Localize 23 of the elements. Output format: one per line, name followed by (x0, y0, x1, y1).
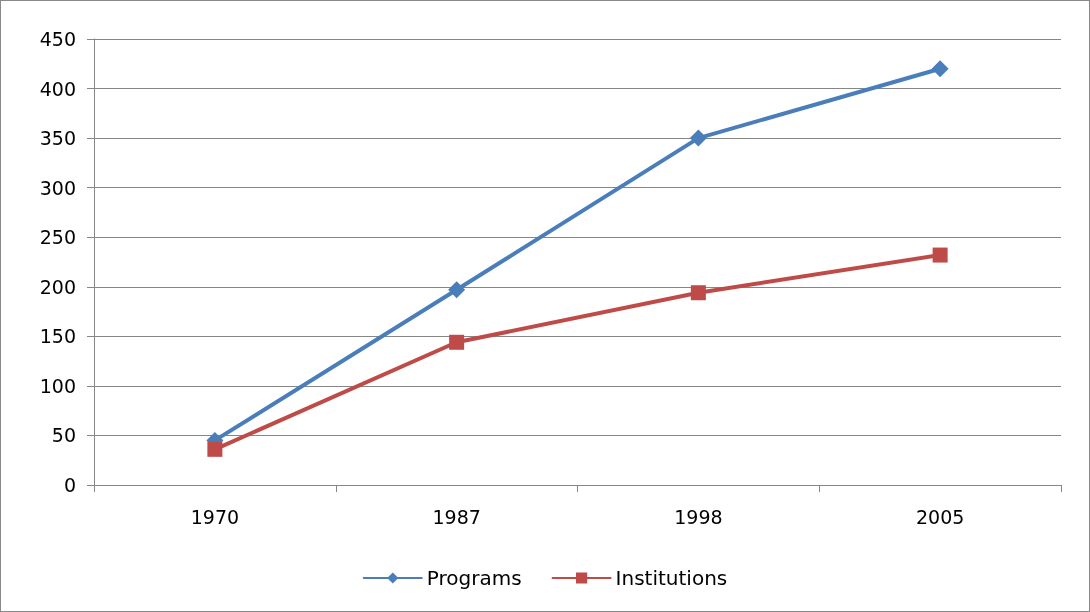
y-tick-label: 400 (39, 77, 76, 100)
y-tick-label: 350 (39, 127, 76, 150)
point (931, 60, 949, 78)
x-tick-label: 2005 (915, 505, 965, 528)
y-tick-label: 100 (39, 374, 76, 397)
point (207, 441, 223, 457)
point (690, 285, 706, 301)
x-tick-label: 1998 (674, 505, 723, 528)
x-tick-label: 1987 (432, 505, 481, 528)
point (932, 247, 948, 263)
legend-label: Institutions (615, 566, 728, 590)
point (689, 129, 707, 147)
y-tick-label: 450 (39, 28, 76, 50)
y-tick-label: 200 (39, 275, 76, 298)
y-tick-label: 150 (39, 325, 76, 348)
legend-label: Programs (426, 566, 522, 590)
point (448, 281, 466, 299)
y-tick-label: 50 (51, 424, 76, 447)
point (449, 334, 465, 350)
y-tick-label: 0 (63, 474, 76, 496)
y-tick-label: 250 (39, 226, 76, 249)
y-tick-label: 300 (39, 176, 76, 199)
x-tick-label: 1970 (190, 505, 240, 528)
